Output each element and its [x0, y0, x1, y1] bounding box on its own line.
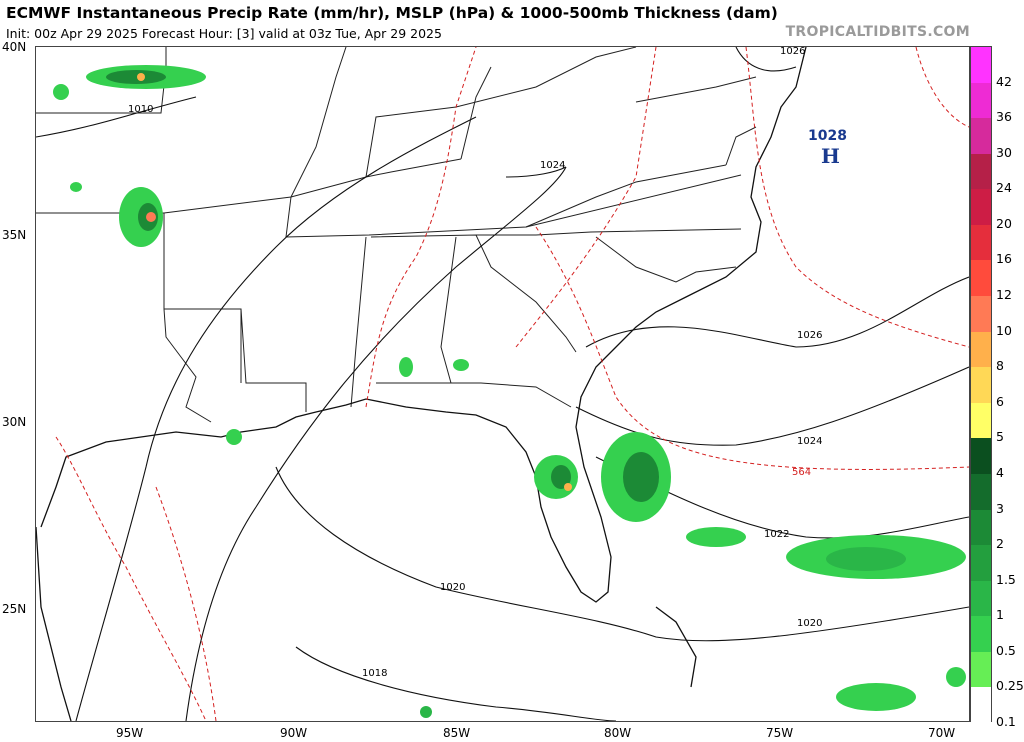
precip-areas — [53, 65, 966, 718]
colorbar-segment — [971, 509, 991, 546]
colorbar-label: 6 — [996, 393, 1004, 409]
colorbar-label: 0.1 — [996, 714, 1016, 729]
colorbar-segment — [971, 473, 991, 511]
colorbar-segment — [971, 189, 991, 226]
colorbar-segment — [971, 616, 991, 653]
colorbar-segment — [971, 580, 991, 617]
colorbar-segment — [971, 260, 991, 297]
map-title: ECMWF Instantaneous Precip Rate (mm/hr),… — [6, 4, 778, 22]
colorbar-segment — [971, 438, 991, 475]
isobar-label: 1024 — [797, 436, 823, 447]
colorbar-segment — [971, 82, 991, 119]
colorbar-label: 0.25 — [996, 678, 1024, 694]
colorbar-label: 36 — [996, 109, 1012, 125]
colorbar-segment — [971, 331, 991, 368]
colorbar-segment — [971, 402, 991, 439]
colorbar-segment — [971, 47, 991, 84]
lon-label-95w: 95W — [116, 726, 144, 740]
colorbar-segment — [971, 224, 991, 261]
colorbar-label: 30 — [996, 144, 1012, 160]
lon-label-75w: 75W — [766, 726, 794, 740]
lat-label-30n: 30N — [2, 415, 27, 429]
lat-label-25n: 25N — [2, 602, 27, 616]
colorbar-label: 2 — [996, 536, 1004, 552]
lon-label-85w: 85W — [443, 726, 471, 740]
colorbar-segment — [971, 687, 991, 724]
isobar-label: 1010 — [128, 104, 154, 115]
precip-colorbar — [970, 46, 992, 724]
state-borders — [36, 47, 757, 423]
isobar-label: 1018 — [362, 668, 388, 679]
colorbar-segment — [971, 296, 991, 333]
isobar-label: 1024 — [540, 160, 566, 171]
map-subtitle: Init: 00z Apr 29 2025 Forecast Hour: [3]… — [6, 26, 442, 41]
colorbar-label: 24 — [996, 180, 1012, 196]
colorbar-label: 12 — [996, 287, 1012, 303]
thickness-lines — [55, 47, 969, 721]
colorbar-label: 5 — [996, 429, 1004, 445]
colorbar-segment — [971, 367, 991, 404]
colorbar-label: 20 — [996, 215, 1012, 231]
colorbar-label: 10 — [996, 322, 1012, 338]
coastline — [36, 47, 807, 721]
site-credit: TROPICALTIDBITS.COM — [785, 24, 970, 40]
lat-label-40n: 40N — [2, 40, 27, 54]
isobar-label: 1020 — [797, 618, 823, 629]
lat-label-35n: 35N — [2, 228, 27, 242]
high-pressure-value: 1028 — [808, 128, 847, 144]
colorbar-segment — [971, 118, 991, 155]
weather-map — [35, 46, 970, 722]
isobar-label: 1022 — [764, 529, 790, 540]
colorbar-label: 42 — [996, 73, 1012, 89]
lon-label-70w: 70W — [928, 726, 956, 740]
colorbar-label: 1.5 — [996, 571, 1016, 587]
map-canvas — [36, 47, 969, 721]
colorbar-label: 8 — [996, 358, 1004, 374]
colorbar-segment — [971, 651, 991, 688]
lon-label-80w: 80W — [604, 726, 632, 740]
colorbar-label: 16 — [996, 251, 1012, 267]
colorbar-label: 4 — [996, 464, 1004, 480]
colorbar-segment — [971, 545, 991, 582]
isobar-label: 1020 — [440, 582, 466, 593]
colorbar-label: 1 — [996, 607, 1004, 623]
colorbar-label: 3 — [996, 500, 1004, 516]
thickness-label: 564 — [792, 467, 812, 478]
isobar-label: 1026 — [797, 330, 823, 341]
isobar-label: 1026 — [780, 46, 806, 57]
lon-label-90w: 90W — [280, 726, 308, 740]
colorbar-label: 0.5 — [996, 642, 1016, 658]
high-pressure-letter: H — [821, 144, 840, 168]
colorbar-segment — [971, 153, 991, 190]
